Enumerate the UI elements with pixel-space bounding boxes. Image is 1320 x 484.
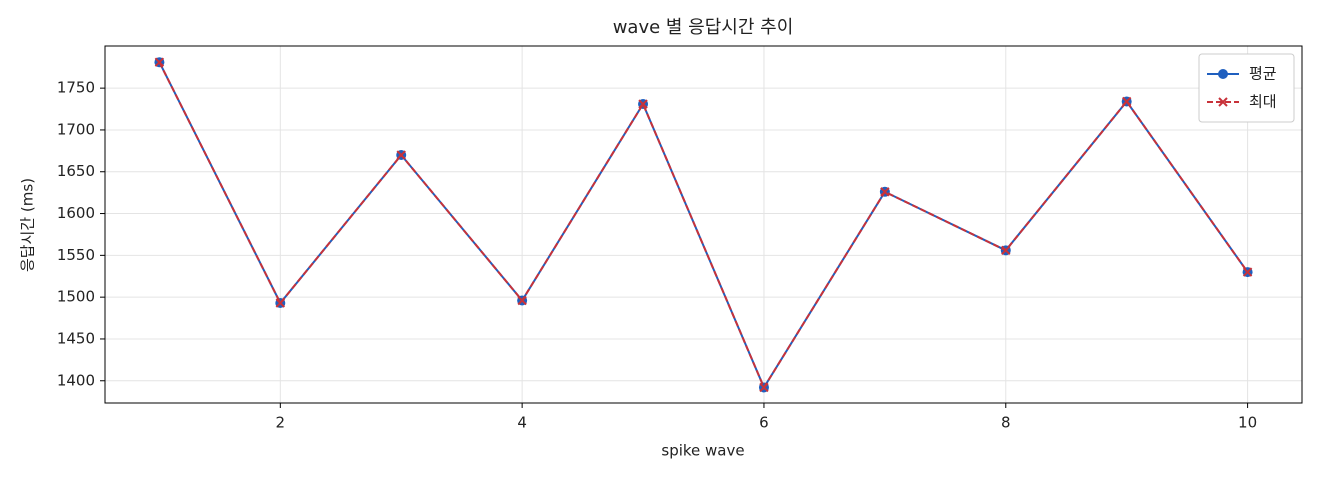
x-tick-label: 4 bbox=[517, 414, 527, 432]
x-tick-label: 6 bbox=[759, 414, 769, 432]
point bbox=[1001, 245, 1011, 256]
point bbox=[638, 99, 648, 109]
point bbox=[759, 382, 769, 393]
plot-frame bbox=[104, 45, 1303, 404]
y-axis-label: 응답시간 (ms) bbox=[19, 178, 37, 272]
point bbox=[396, 150, 406, 160]
y-tick-label: 1400 bbox=[57, 371, 95, 389]
legend-marker bbox=[1218, 97, 1228, 107]
x-tick-label: 10 bbox=[1238, 414, 1257, 432]
point bbox=[275, 298, 286, 308]
line bbox=[158, 61, 1249, 390]
y-tick-label: 1750 bbox=[57, 79, 95, 97]
x-axis-label: spike wave bbox=[661, 442, 744, 460]
point bbox=[1121, 96, 1132, 107]
y-tick-label: 1700 bbox=[57, 120, 95, 138]
x-tick-label: 8 bbox=[1001, 414, 1011, 432]
chart-title: wave 별 응답시간 추이 bbox=[613, 17, 794, 38]
y-tick-label: 1650 bbox=[57, 162, 95, 180]
point bbox=[880, 187, 890, 197]
legend-label: 최대 bbox=[1249, 93, 1277, 111]
y-tick-label: 1550 bbox=[57, 246, 95, 264]
x-tick-label: 2 bbox=[276, 414, 286, 432]
point bbox=[1242, 267, 1253, 277]
y-tick-label: 1450 bbox=[57, 329, 95, 347]
point bbox=[517, 295, 527, 306]
legend-marker bbox=[1218, 69, 1228, 79]
y-tick-label: 1500 bbox=[57, 288, 95, 306]
legend-label: 평균 bbox=[1249, 65, 1277, 83]
legend-frame bbox=[1198, 53, 1295, 123]
point bbox=[154, 57, 165, 67]
y-tick-label: 1600 bbox=[57, 204, 95, 222]
